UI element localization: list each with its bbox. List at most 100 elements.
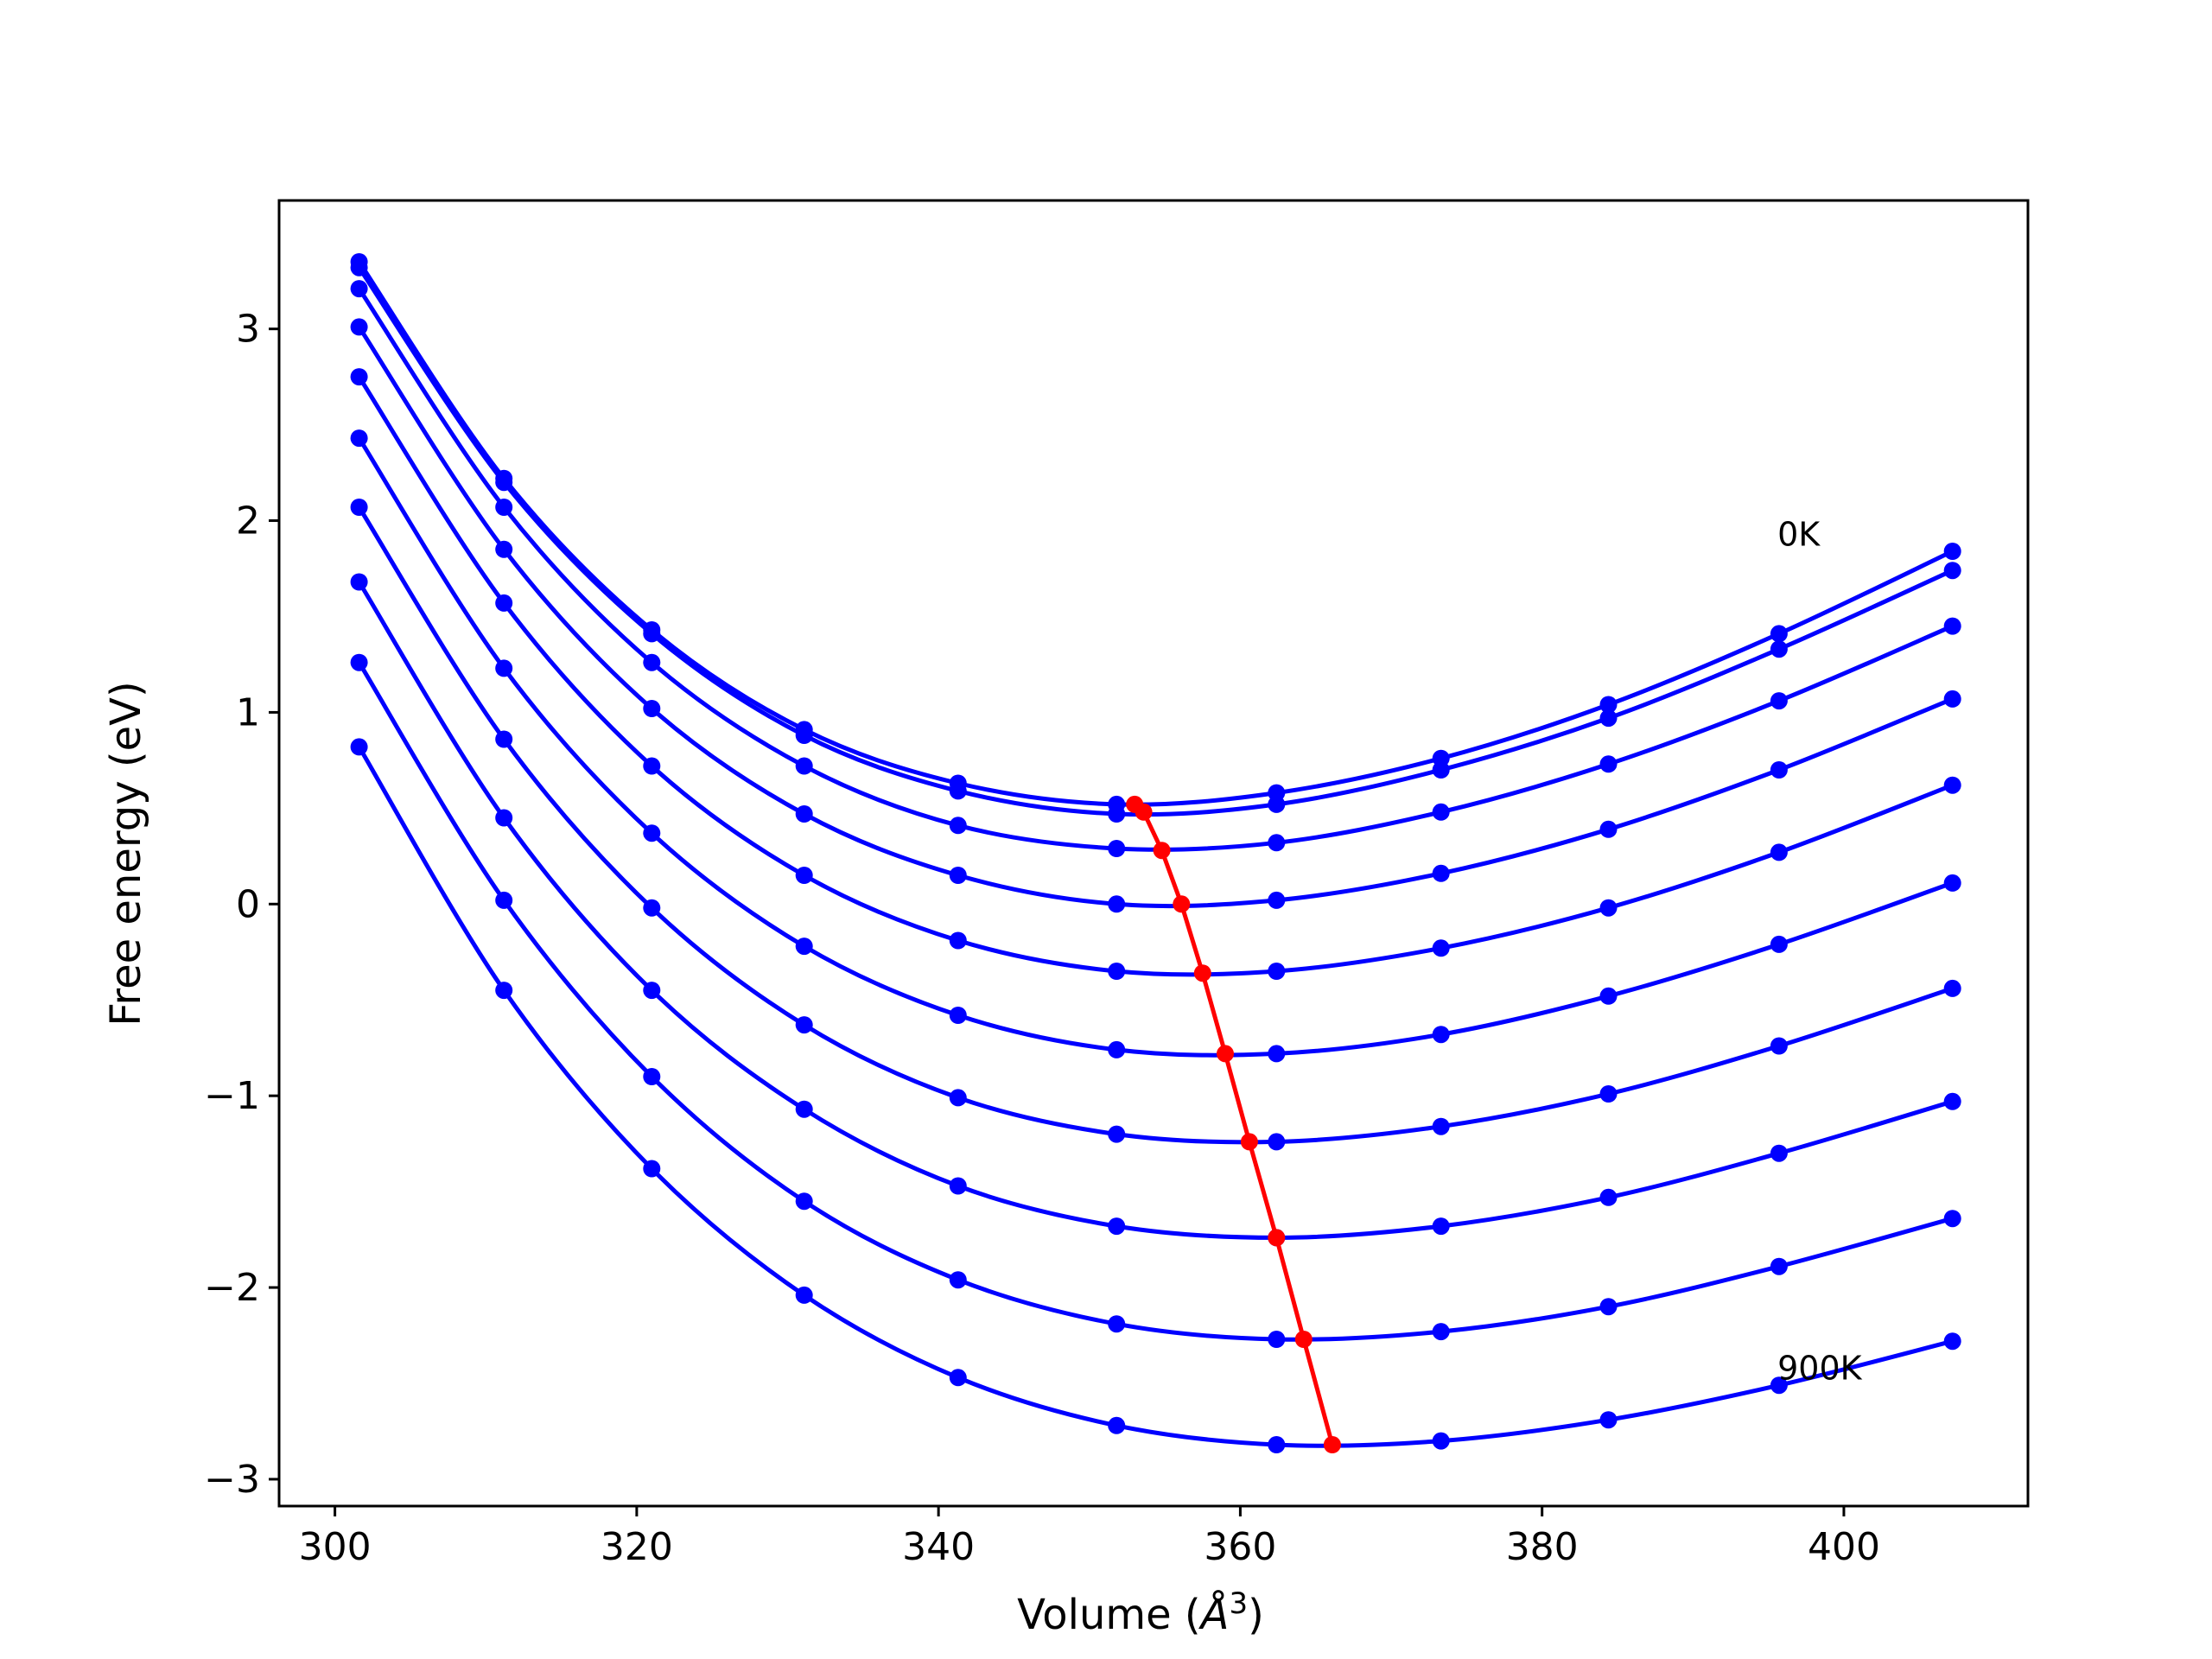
data-point-9-8 — [1599, 1411, 1618, 1429]
data-point-8-7 — [1432, 1323, 1450, 1341]
data-point-1-10 — [1943, 562, 1961, 580]
data-point-8-2 — [643, 1068, 661, 1085]
data-point-9-6 — [1268, 1436, 1286, 1453]
data-point-6-6 — [1268, 1133, 1286, 1151]
series-line-5 — [357, 436, 1954, 1058]
data-point-0-8 — [1599, 696, 1618, 714]
x-tick-label-4: 380 — [1506, 1525, 1579, 1569]
data-point-1-2 — [643, 625, 661, 643]
y-axis-ticks: −3 −2 −1 0 1 2 3 — [204, 308, 279, 1502]
curves-layer — [357, 260, 1954, 1448]
data-point-9-5 — [1108, 1416, 1126, 1434]
y-tick-label-6: 3 — [236, 308, 260, 352]
data-point-4-8 — [1599, 899, 1618, 917]
series-line-0 — [357, 260, 1954, 807]
data-point-3-3 — [795, 805, 813, 823]
data-point-8-4 — [949, 1271, 967, 1289]
minimum-point-4 — [1193, 964, 1211, 982]
data-point-1-7 — [1432, 761, 1450, 779]
data-point-2-1 — [495, 499, 513, 516]
data-point-9-3 — [795, 1286, 813, 1304]
data-point-7-7 — [1432, 1217, 1450, 1236]
series-line-9 — [357, 746, 1954, 1448]
data-point-7-5 — [1108, 1217, 1126, 1236]
data-point-1-0 — [350, 258, 368, 276]
data-point-5-9 — [1770, 935, 1788, 953]
minimum-point-8 — [1294, 1331, 1313, 1348]
data-point-5-5 — [1108, 1040, 1126, 1058]
annotation-0: 0K — [1777, 515, 1821, 553]
y-tick-label-0: −3 — [204, 1458, 260, 1502]
data-point-4-9 — [1770, 843, 1788, 861]
data-point-5-2 — [643, 824, 661, 842]
data-point-6-10 — [1943, 979, 1961, 997]
data-point-3-8 — [1599, 820, 1618, 838]
data-point-5-6 — [1268, 1045, 1286, 1063]
annotation-1: 900K — [1777, 1350, 1863, 1388]
annotations: 0K 900K — [1777, 515, 1863, 1387]
data-point-7-0 — [350, 573, 368, 591]
y-axis-label: Free energy (eV) — [102, 681, 150, 1026]
data-point-4-10 — [1943, 776, 1961, 794]
x-tick-label-0: 300 — [299, 1525, 372, 1569]
data-point-8-9 — [1770, 1257, 1788, 1275]
data-point-7-10 — [1943, 1092, 1961, 1110]
data-point-3-10 — [1943, 690, 1961, 708]
data-point-9-1 — [495, 982, 513, 1000]
data-point-5-7 — [1432, 1026, 1450, 1044]
data-point-4-4 — [949, 931, 967, 950]
data-point-8-1 — [495, 891, 513, 909]
data-point-0-9 — [1770, 625, 1788, 643]
data-point-1-3 — [795, 727, 813, 744]
data-point-4-5 — [1108, 963, 1126, 980]
data-point-3-5 — [1108, 895, 1126, 913]
x-axis-label-exponent: 3 — [1229, 1586, 1248, 1621]
minima-line — [1133, 803, 1335, 1446]
data-point-8-5 — [1108, 1315, 1126, 1333]
data-point-5-3 — [795, 938, 813, 956]
data-point-6-8 — [1599, 1085, 1618, 1103]
data-point-4-1 — [495, 594, 513, 612]
minimum-point-3 — [1173, 895, 1191, 913]
data-point-8-0 — [350, 653, 368, 671]
data-point-9-10 — [1943, 1332, 1961, 1351]
data-point-5-8 — [1599, 987, 1618, 1005]
series-line-8 — [357, 661, 1954, 1342]
data-point-3-6 — [1268, 891, 1286, 909]
data-point-4-6 — [1268, 963, 1286, 980]
data-point-6-3 — [795, 1016, 813, 1034]
y-tick-label-1: −2 — [204, 1266, 260, 1310]
data-point-7-3 — [795, 1100, 813, 1118]
minimum-point-2 — [1153, 842, 1171, 860]
series-line-6 — [357, 505, 1954, 1145]
data-point-8-8 — [1599, 1298, 1618, 1316]
minimum-point-7 — [1268, 1229, 1286, 1247]
data-point-2-5 — [1108, 840, 1126, 857]
x-axis-label-close: ) — [1248, 1591, 1264, 1639]
data-point-1-9 — [1770, 640, 1788, 658]
data-point-7-9 — [1770, 1144, 1788, 1162]
data-point-1-5 — [1108, 805, 1126, 823]
data-point-5-4 — [949, 1007, 967, 1024]
data-point-9-4 — [949, 1369, 967, 1387]
data-point-9-2 — [643, 1160, 661, 1178]
data-point-0-10 — [1943, 543, 1961, 560]
plot-frame — [277, 199, 2030, 1508]
x-tick-label-3: 360 — [1204, 1525, 1276, 1569]
data-point-2-0 — [350, 280, 368, 298]
data-point-6-0 — [350, 499, 368, 516]
data-point-2-7 — [1432, 803, 1450, 821]
data-point-2-8 — [1599, 755, 1618, 773]
y-tick-label-5: 2 — [236, 499, 260, 543]
data-point-5-10 — [1943, 874, 1961, 892]
data-point-5-0 — [350, 429, 368, 448]
data-point-4-7 — [1432, 939, 1450, 957]
data-point-9-7 — [1432, 1432, 1450, 1450]
data-point-3-0 — [350, 318, 368, 336]
data-point-8-3 — [795, 1192, 813, 1211]
data-point-3-9 — [1770, 761, 1788, 779]
x-tick-label-2: 340 — [902, 1525, 975, 1569]
data-point-7-2 — [643, 982, 661, 1000]
data-point-6-2 — [643, 899, 661, 917]
